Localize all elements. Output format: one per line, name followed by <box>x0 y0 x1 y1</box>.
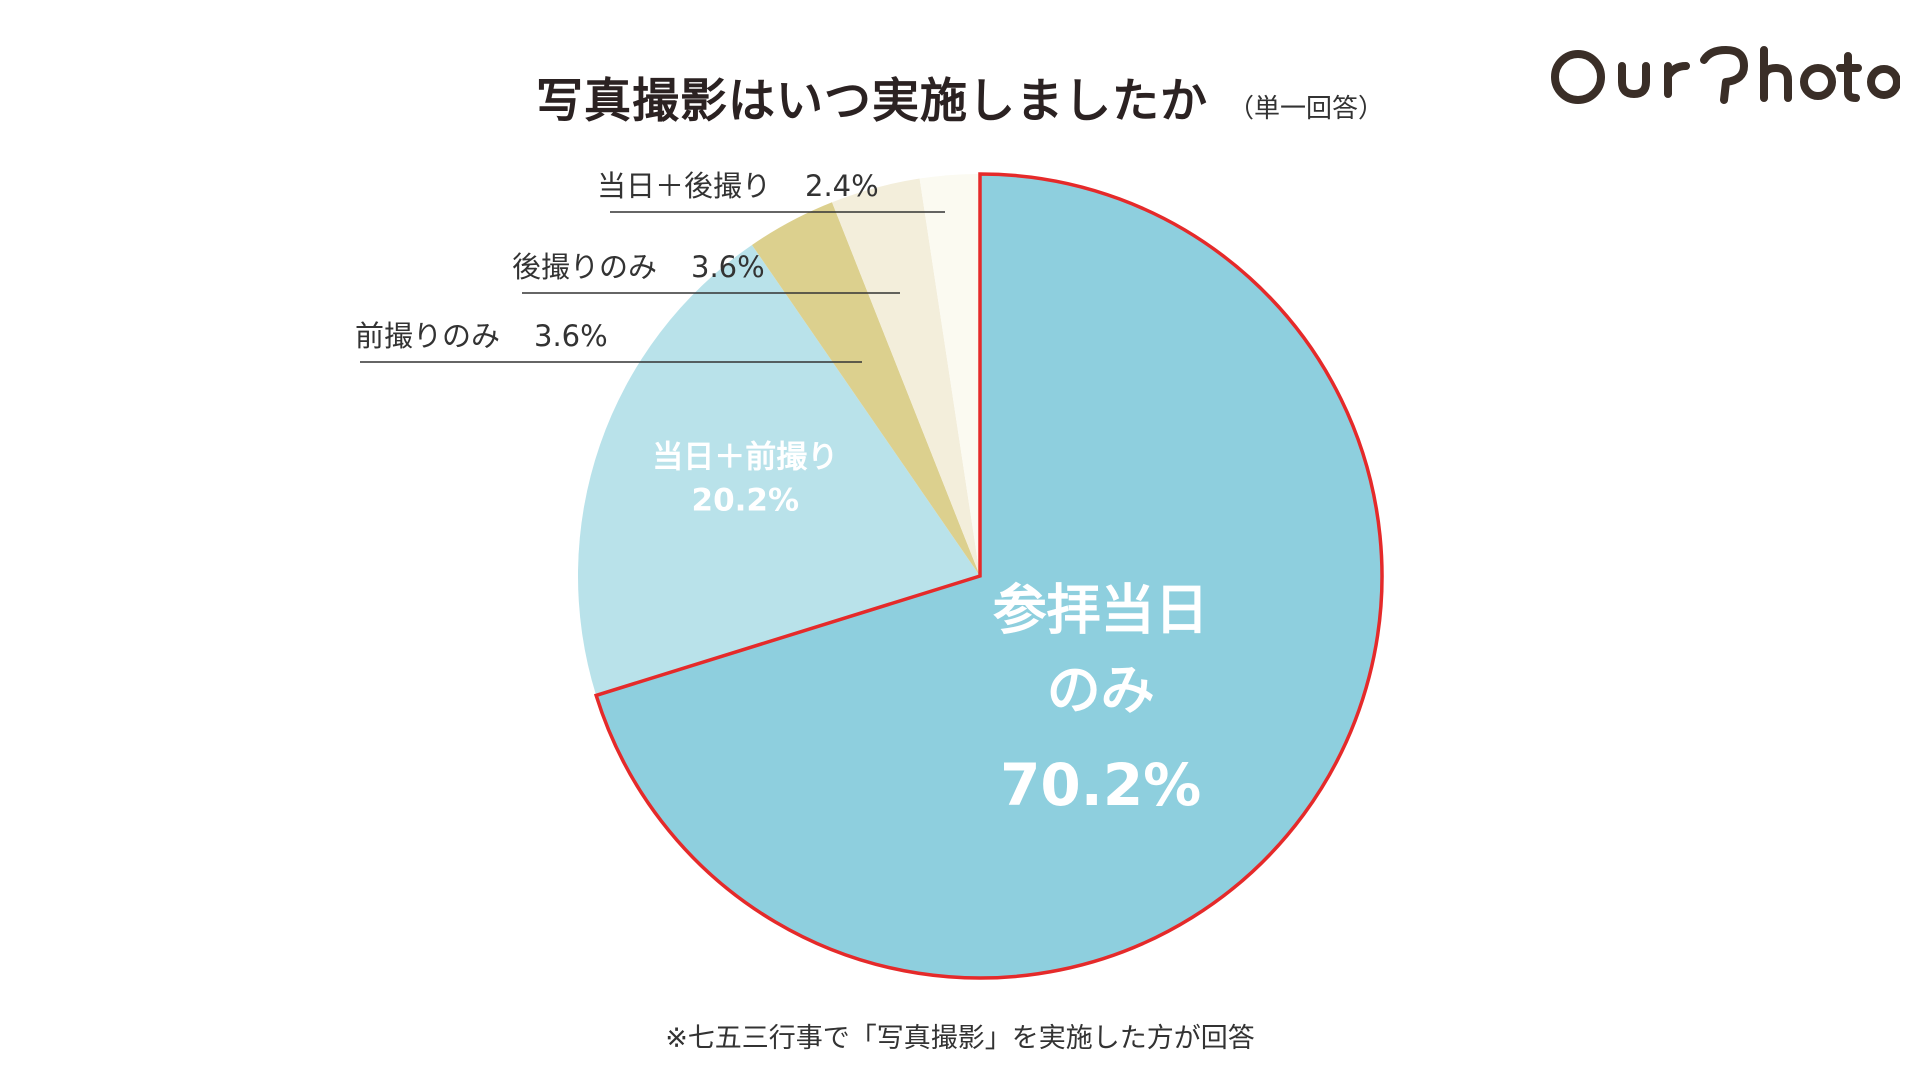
pie-slice-4 <box>832 178 980 576</box>
pie-slice-2-label-2: 20.2% <box>692 482 800 518</box>
pie-slice-1 <box>596 174 1382 978</box>
pie-slice-5-label-name: 当日＋後撮り <box>597 169 771 203</box>
pie-slice-4-label-name: 後撮りのみ <box>512 250 657 284</box>
pie-slice-3 <box>751 202 980 577</box>
ourphoto-logo <box>1551 46 1900 104</box>
chart-title: 写真撮影はいつ実施しましたか <box>535 74 1208 129</box>
pie-slice-3-label: 前撮りのみ 3.6% <box>355 319 608 353</box>
chart-title-row: 写真撮影はいつ実施しましたか （単一回答） <box>0 62 1920 131</box>
pie-slice-5-label: 当日＋後撮り 2.4% <box>597 169 879 203</box>
pie-slice-1-highlight-outline <box>593 172 1384 980</box>
chart-subtitle: （単一回答） <box>1227 94 1384 124</box>
pie-slice-3-label-value: 3.6% <box>534 319 608 353</box>
pie-slice-4-label-value: 3.6% <box>691 250 765 284</box>
pie-slice-4-label: 後撮りのみ 3.6% <box>512 250 765 284</box>
pie-slice-1-label-2: のみ <box>1047 659 1155 722</box>
pie-slice-1-label-1: 参拝当日 <box>993 579 1209 642</box>
pie-slice-2 <box>577 244 980 696</box>
pie-slice-5 <box>919 174 980 576</box>
pie-slice-3-label-name: 前撮りのみ <box>355 319 500 353</box>
pie-slice-5-label-value: 2.4% <box>805 169 879 203</box>
chart-footnote: ※七五三行事で「写真撮影」を実施した方が回答 <box>665 1023 1255 1054</box>
pie-slice-2-label-1: 当日＋前撮り <box>652 439 838 475</box>
pie-slice-1-label-3: 70.2% <box>1000 751 1201 819</box>
